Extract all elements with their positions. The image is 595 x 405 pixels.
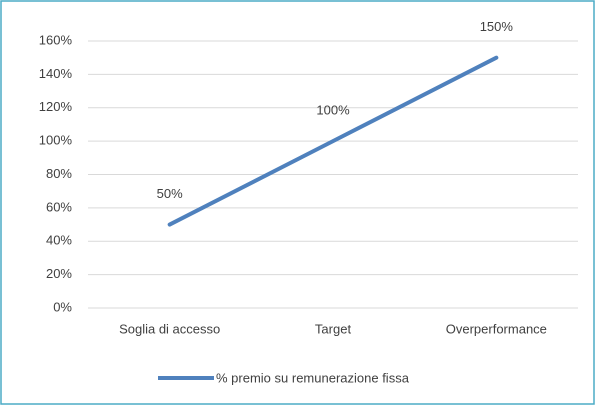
y-tick-label: 120% (39, 99, 73, 114)
y-tick-label: 40% (46, 233, 72, 248)
x-tick-label: Overperformance (446, 321, 547, 336)
data-label: 50% (157, 186, 183, 201)
y-tick-label: 160% (39, 32, 73, 47)
y-tick-label: 60% (46, 199, 72, 214)
y-tick-label: 0% (53, 299, 72, 314)
x-tick-label: Target (315, 321, 352, 336)
data-line (167, 55, 499, 227)
y-tick-label: 20% (46, 266, 72, 281)
y-tick-label: 100% (39, 133, 73, 148)
data-label: 150% (480, 19, 514, 34)
x-tick-label: Soglia di accesso (119, 321, 220, 336)
y-tick-label: 80% (46, 166, 72, 181)
y-tick-label: 140% (39, 66, 73, 81)
legend-label: % premio su remunerazione fissa (216, 370, 410, 385)
data-label: 100% (316, 103, 350, 118)
